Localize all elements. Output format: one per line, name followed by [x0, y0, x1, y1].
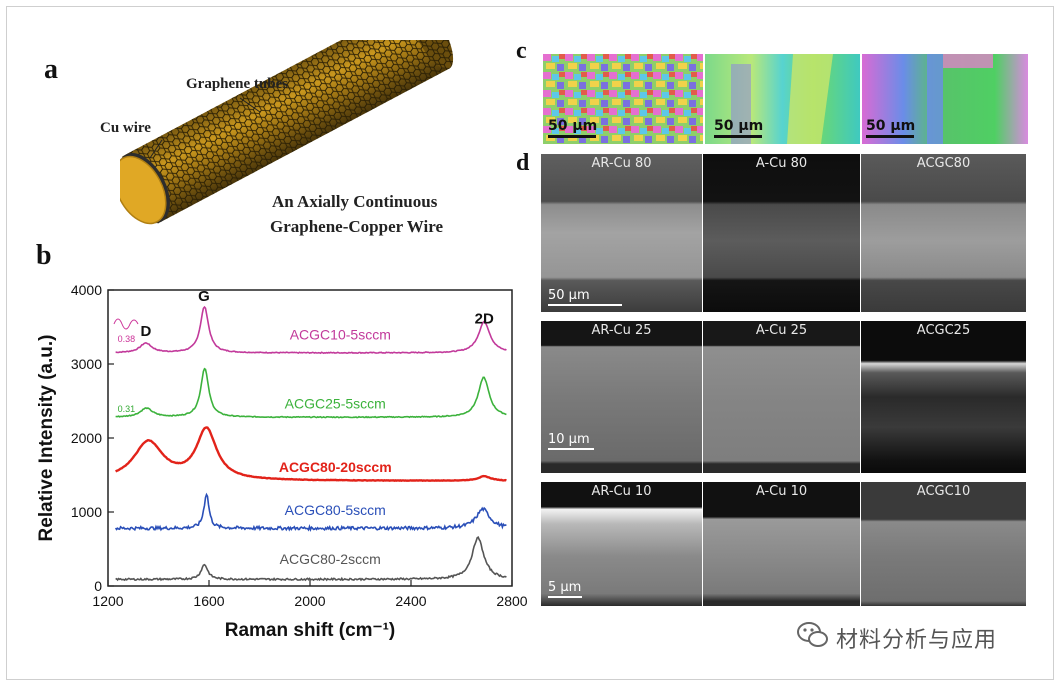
sem-tile-acgc25: ACGC25 — [861, 321, 1026, 473]
sem-label: ACGC10 — [916, 484, 971, 499]
graphene-wire-illustration — [120, 40, 454, 225]
y-axis-label: Relative Intensity (a.u.) — [36, 335, 57, 542]
sem-scale-row2: 10 μm — [548, 432, 594, 450]
sem-tile-acgc80: ACGC80 — [861, 154, 1026, 312]
panel-b-label: b — [36, 240, 52, 271]
panel-d-label: d — [516, 150, 530, 176]
x-tick-label: 2400 — [395, 593, 426, 609]
sem-label: AR-Cu 10 — [591, 484, 652, 499]
x-tick-label: 2800 — [496, 593, 527, 609]
y-tick-label: 3000 — [71, 356, 102, 372]
series-label: ACGC10-5sccm — [290, 327, 391, 343]
y-tick-label: 2000 — [71, 430, 102, 446]
sem-label: A-Cu 80 — [755, 156, 808, 171]
sem-tile-ar-cu-10: AR-Cu 10 — [541, 482, 702, 606]
peak-label: D — [140, 323, 151, 340]
sem-label: A-Cu 10 — [755, 484, 808, 499]
series-line — [115, 367, 507, 419]
sem-tile-a-cu-25: A-Cu 25 — [703, 321, 860, 473]
cu-wire-label: Cu wire — [100, 120, 151, 136]
panel-a-title-line1: An Axially Continuous — [272, 192, 438, 211]
ebsd-scale-3: 50 μm — [866, 118, 915, 138]
ebsd-map-1 — [543, 54, 703, 144]
raman-chart: 1200 1600 2000 2400 2800 0 1000 2000 3000 4000 Ram… — [36, 282, 528, 641]
x-tick-label: 2000 — [294, 593, 325, 609]
watermark-text: 材料分析与应用 — [836, 628, 998, 653]
sem-label: A-Cu 25 — [755, 323, 808, 338]
panel-c-label: c — [516, 38, 527, 64]
x-tick-label: 1600 — [193, 593, 224, 609]
series-line — [115, 536, 507, 582]
x-axis-label: Raman shift (cm⁻¹) — [225, 620, 396, 641]
sem-label: ACGC25 — [916, 323, 971, 338]
sem-scale-row1: 50 μm — [548, 288, 622, 306]
ebsd-scale-1: 50 μm — [548, 118, 597, 138]
sem-tile-ar-cu-80: AR-Cu 80 — [541, 154, 702, 312]
series-label: ACGC80-20sccm — [279, 459, 392, 475]
series-label: ACGC80-5sccm — [285, 502, 386, 518]
series-label: ACGC80-2sccm — [280, 551, 381, 567]
sem-tile-acgc10: ACGC10 — [861, 482, 1026, 606]
sem-tile-a-cu-80: A-Cu 80 — [703, 154, 860, 312]
ebsd-map-3 — [862, 54, 1028, 144]
panel-a-label: a — [44, 54, 58, 85]
ebsd-maps — [543, 54, 1028, 144]
inset-curve — [113, 318, 139, 330]
x-tick-label: 1200 — [92, 593, 123, 609]
peak-label: 2D — [475, 310, 494, 327]
sem-label: AR-Cu 25 — [591, 323, 652, 338]
sem-label: ACGC80 — [916, 156, 971, 171]
series-line — [115, 305, 507, 355]
panel-a-title-line2: Graphene-Copper Wire — [270, 217, 443, 236]
sem-tile-a-cu-10: A-Cu 10 — [703, 482, 860, 606]
y-tick-label: 0 — [94, 578, 102, 594]
series-line — [115, 426, 507, 482]
sem-tile-ar-cu-25: AR-Cu 25 — [541, 321, 702, 473]
ebsd-map-2 — [705, 54, 860, 144]
series-line — [114, 492, 507, 533]
sem-scale-row3: 5 μm — [548, 580, 582, 598]
series-label: ACGC25-5sccm — [285, 395, 386, 411]
wechat-icon — [797, 622, 828, 647]
sem-label: AR-Cu 80 — [591, 156, 652, 171]
ebsd-scale-2: 50 μm — [714, 118, 763, 138]
y-tick-label: 4000 — [71, 282, 102, 298]
ratio-annotation: 0.31 — [118, 404, 136, 414]
ratio-annotation: 0.38 — [118, 334, 136, 344]
peak-label: G — [198, 288, 210, 305]
y-tick-label: 1000 — [71, 504, 102, 520]
graphene-tubes-label: Graphene tubes — [186, 76, 289, 92]
